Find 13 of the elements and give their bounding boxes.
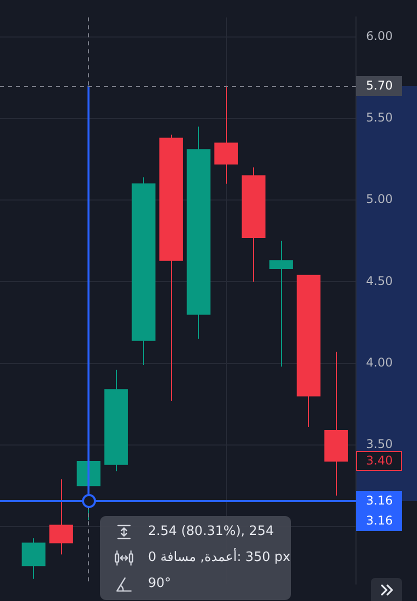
y-tick-label: 5.00	[366, 192, 393, 206]
annotation: 2.54 (80.31%), 254	[148, 524, 274, 540]
y-tick-label: 6.00	[366, 28, 393, 43]
y-tick-label: 3.50	[366, 437, 393, 452]
y-tick-label: 5.50	[366, 110, 393, 125]
y-tick-label: 4.50	[366, 274, 393, 288]
ref-line-label: 5.70	[366, 78, 393, 93]
y-tick-label: 4.00	[366, 355, 393, 370]
annotation: 90°	[148, 576, 172, 592]
text: 3.40	[366, 454, 393, 468]
text: 3.16	[366, 514, 393, 528]
ref-line-label: 3.16	[366, 494, 393, 508]
candlestick	[269, 240, 293, 367]
